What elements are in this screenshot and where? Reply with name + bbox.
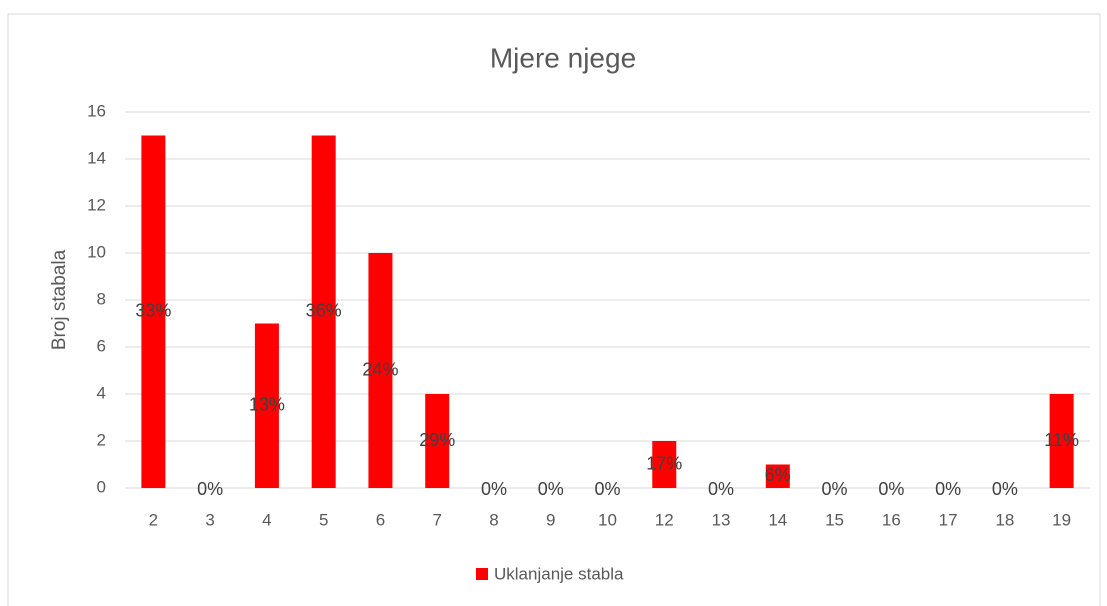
bar (652, 441, 677, 488)
data-label: 33% (135, 301, 171, 321)
data-label: 0% (538, 479, 564, 499)
bar (311, 135, 336, 488)
y-tick-label: 0 (97, 477, 106, 496)
x-tick-label: 16 (882, 510, 901, 529)
data-label: 0% (197, 479, 223, 499)
x-tick-label: 18 (995, 510, 1014, 529)
x-tick-label: 4 (262, 510, 271, 529)
data-label: 36% (306, 301, 342, 321)
bar (141, 135, 166, 488)
data-label: 11% (1044, 430, 1079, 450)
bar (425, 394, 450, 488)
data-label: 0% (822, 479, 848, 499)
x-tick-label: 2 (149, 510, 158, 529)
data-label: 29% (419, 430, 455, 450)
y-tick-label: 6 (97, 336, 106, 355)
x-tick-label: 17 (939, 510, 958, 529)
bar (254, 323, 279, 488)
bar (1049, 394, 1074, 488)
x-tick-label: 8 (489, 510, 498, 529)
x-tick-label: 19 (1052, 510, 1071, 529)
data-label: 0% (878, 479, 904, 499)
y-tick-label: 4 (97, 383, 106, 402)
data-label: 24% (362, 359, 398, 379)
legend-swatch (476, 568, 488, 580)
x-tick-label: 10 (598, 510, 617, 529)
data-label: 0% (935, 479, 961, 499)
data-label: 0% (594, 479, 620, 499)
legend-label: Uklanjanje stabla (494, 564, 624, 583)
bar (765, 464, 790, 488)
bar (368, 253, 393, 488)
data-label: 0% (481, 479, 507, 499)
data-label: 0% (992, 479, 1018, 499)
y-tick-label: 16 (87, 101, 106, 120)
y-tick-label: 8 (97, 289, 106, 308)
data-label: 0% (708, 479, 734, 499)
x-tick-label: 5 (319, 510, 328, 529)
y-tick-label: 10 (87, 242, 106, 261)
y-axis-label: Broj stabala (49, 249, 70, 350)
y-tick-label: 2 (97, 430, 106, 449)
x-tick-label: 12 (655, 510, 674, 529)
y-tick-label: 12 (87, 195, 106, 214)
data-label: 17% (646, 453, 682, 473)
y-tick-label: 14 (87, 148, 106, 167)
x-tick-label: 15 (825, 510, 844, 529)
data-label: 6% (765, 465, 791, 485)
x-tick-label: 7 (432, 510, 441, 529)
x-tick-label: 14 (768, 510, 787, 529)
chart-frame (7, 13, 1101, 606)
x-tick-label: 3 (205, 510, 214, 529)
chart-title: Mjere njege (490, 42, 636, 73)
x-tick-label: 6 (376, 510, 385, 529)
x-tick-label: 9 (546, 510, 555, 529)
data-label: 13% (249, 395, 285, 415)
x-tick-label: 13 (712, 510, 731, 529)
